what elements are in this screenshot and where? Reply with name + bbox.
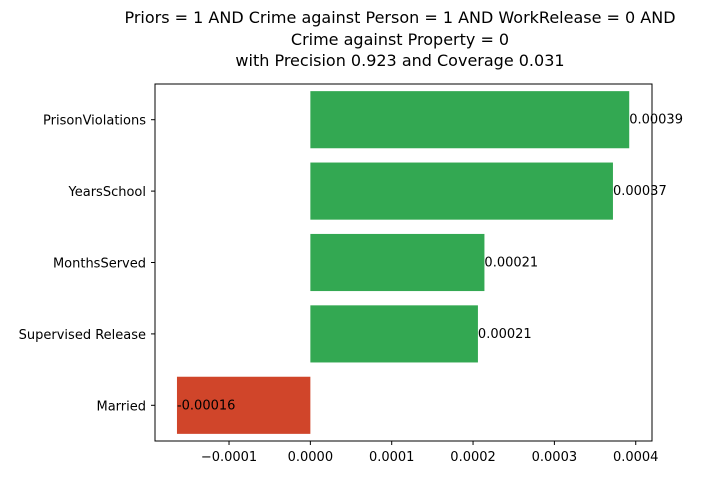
x-axis: −0.0001 0.0000 0.0001 0.0002 0.0003 0.0004: [201, 441, 659, 465]
y-tick-label: YearsSchool: [68, 185, 146, 200]
x-tick-label: 0.0001: [369, 450, 415, 465]
bar-yearsschool: [310, 162, 613, 220]
data-label: 0.00039: [629, 113, 683, 128]
chart-title: Priors = 1 AND Crime against Person = 1 …: [124, 8, 675, 70]
bar-supervised-release: [310, 305, 478, 363]
y-tick-label: PrisonViolations: [43, 114, 146, 129]
data-label: -0.00016: [177, 398, 235, 413]
y-tick-label: MonthsServed: [53, 257, 146, 272]
x-tick-label: 0.0004: [613, 450, 659, 465]
bar-monthsserved: [310, 233, 485, 292]
data-labels-layer: 0.00039 0.00037 0.00021 0.00021 -0.00016: [177, 113, 683, 414]
data-label: 0.00021: [478, 327, 532, 342]
plot-frame: [154, 83, 653, 442]
x-tick-label: 0.0000: [288, 450, 334, 465]
data-label: 0.00037: [613, 184, 667, 199]
x-tick-label: −0.0001: [201, 450, 257, 465]
chart-title-line-1: Priors = 1 AND Crime against Person = 1 …: [124, 8, 675, 27]
y-tick-label: Supervised Release: [19, 328, 146, 343]
bar-married: [176, 376, 311, 434]
y-axis: PrisonViolations YearsSchool MonthsServed S…: [19, 114, 155, 414]
x-tick-label: 0.0002: [450, 450, 496, 465]
chart-title-line-3: with Precision 0.923 and Coverage 0.031: [235, 51, 564, 70]
bar-prisonviolations: [310, 91, 630, 149]
y-tick-label: Married: [96, 399, 146, 414]
bars-layer: [176, 91, 630, 434]
x-tick-label: 0.0003: [532, 450, 578, 465]
chart-title-line-2: Crime against Property = 0: [291, 30, 509, 49]
data-label: 0.00021: [484, 256, 538, 271]
